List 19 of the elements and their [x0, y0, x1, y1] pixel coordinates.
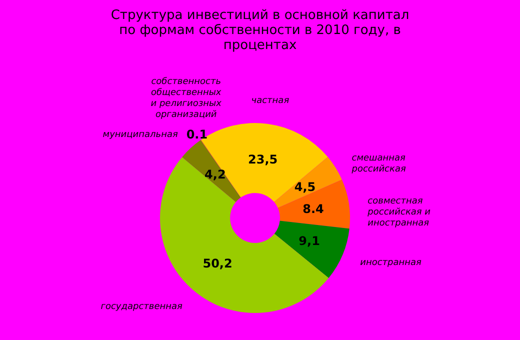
- donut-slice: [200, 140, 241, 198]
- slice-label: собственность общественных и религиозных организаций: [150, 76, 222, 120]
- data-label: 4,2: [204, 168, 226, 182]
- donut-slice: [278, 180, 350, 229]
- chart-title: Структура инвестиций в основной капитал по формам собственности в 2010 году, в процентах: [110, 8, 410, 53]
- data-label: 9,1: [298, 234, 320, 248]
- slice-label: частная: [251, 96, 290, 106]
- slice-label: государственная: [100, 302, 184, 312]
- slice-label: совместная российская и иностранная: [366, 196, 431, 229]
- slice-label: муниципальная: [102, 130, 178, 140]
- slice-label: смешанная российская: [350, 154, 406, 175]
- data-label: 8.4: [302, 202, 324, 216]
- data-label: 0.1: [186, 128, 208, 142]
- donut-slice: [182, 140, 241, 202]
- donut-slice: [274, 220, 350, 278]
- slice-label: иностранная: [360, 258, 422, 268]
- data-label: 4,5: [294, 180, 316, 194]
- data-label: 23,5: [248, 152, 278, 167]
- data-label: 50,2: [202, 256, 232, 270]
